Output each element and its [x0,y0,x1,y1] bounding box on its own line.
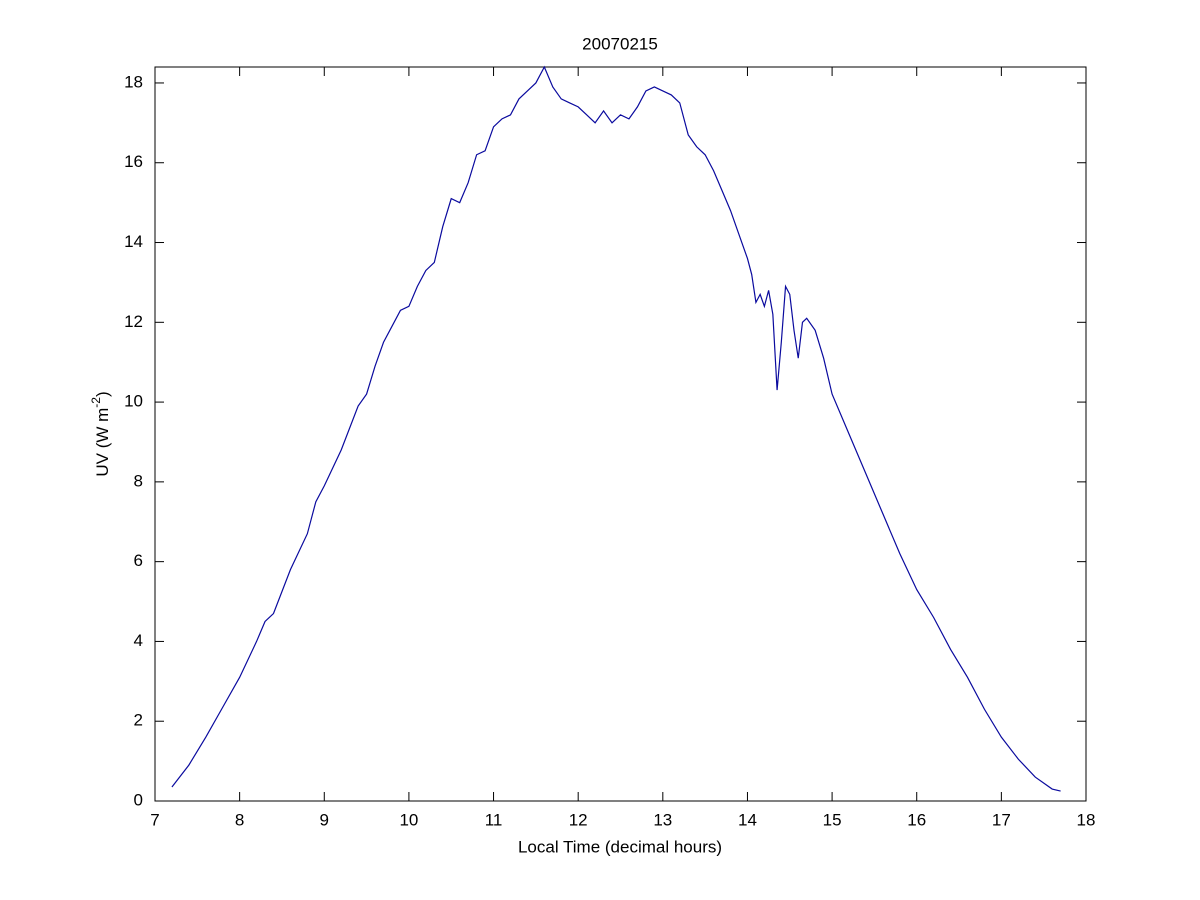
y-label-end: ) [93,391,112,397]
y-tick-label: 0 [134,790,143,809]
data-line [171,65,1061,792]
x-tick-label: 11 [485,810,503,829]
y-tick-label: 18 [124,72,143,91]
x-tick-label: 10 [399,810,418,829]
x-tick-label: 15 [823,810,842,829]
plot-box [154,66,1087,802]
x-tick-label: 9 [320,810,329,829]
y-label-text: UV (W m [93,408,112,477]
y-tick-label: 10 [124,392,143,411]
x-tick-label: 18 [1077,810,1096,829]
y-tick-label: 16 [124,152,143,171]
chart-title: 20070215 [582,34,658,53]
y-tick-label: 12 [124,312,143,331]
x-tick-label: 14 [738,810,757,829]
x-axis-label: Local Time (decimal hours) [518,837,722,856]
y-tick-label: 2 [134,711,143,730]
x-tick-label: 17 [992,810,1011,829]
x-tick-label: 8 [235,810,244,829]
y-tick-label: 6 [134,551,143,570]
y-tick-label: 14 [124,232,143,251]
x-tick-label: 12 [569,810,588,829]
x-tick-label: 13 [653,810,672,829]
y-tick-label: 8 [134,471,143,490]
x-tick-label: 7 [150,810,159,829]
y-axis-label: UV (W m-2) [89,391,112,476]
x-tick-label: 16 [907,810,926,829]
y-label-superscript: -2 [89,397,103,408]
y-tick-label: 4 [134,631,143,650]
